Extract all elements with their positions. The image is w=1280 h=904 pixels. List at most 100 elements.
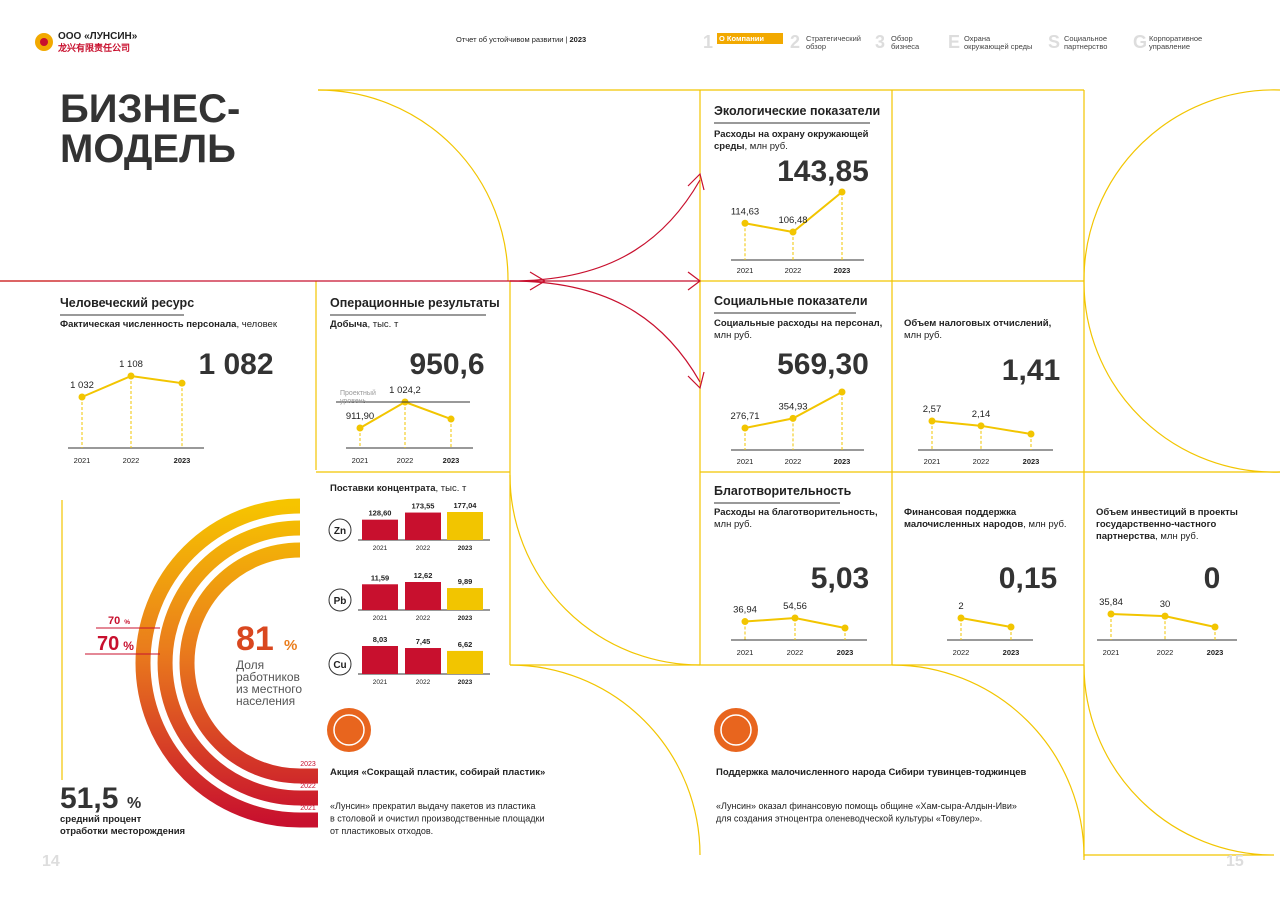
metric-name: партнерства [1096, 531, 1156, 542]
metric-name: Добыча [330, 319, 368, 330]
data-point [178, 379, 186, 387]
year-label: 2022 [1157, 648, 1174, 657]
bar [447, 650, 483, 674]
metric-caption: партнерства, млн руб. [1096, 531, 1198, 542]
data-point [127, 372, 135, 380]
marker-value: 70% [108, 615, 130, 627]
share-value: 81 [236, 620, 274, 658]
metric-caption: Объем инвестиций в проекты [1096, 507, 1238, 518]
metric-caption: Фактическая численность персонала, челов… [60, 319, 278, 330]
report-name: Отчет об устойчивом развитии | 2023 [456, 35, 586, 44]
data-point [1107, 610, 1115, 618]
year-label: 2021 [373, 545, 388, 552]
page-number: 14 [42, 853, 60, 870]
frame [0, 89, 1280, 860]
data-point [838, 188, 846, 196]
metal-badge [328, 518, 352, 542]
year-label: 2021 [352, 456, 369, 465]
year-label: 2022 [953, 648, 970, 657]
flow-arrows [0, 172, 705, 390]
nav-index: E [948, 32, 960, 52]
data-point [791, 614, 799, 622]
nav-label: обзор [806, 42, 826, 51]
bar [362, 519, 398, 540]
year-label: 2023 [1207, 648, 1224, 657]
metric-name: Расходы на охрану окружающей [714, 129, 869, 140]
section-title: Социальные показатели [714, 294, 868, 308]
logo-mark [40, 38, 48, 46]
story-text: «Лунсин» оказал финансовую помощь общине… [716, 801, 1017, 811]
year-label: 2021 [737, 266, 754, 275]
nav-index: 3 [875, 32, 885, 52]
metric-name: Социальные расходы на персонал, [714, 318, 882, 329]
bar [447, 588, 483, 610]
value-label: 177,04 [454, 501, 478, 510]
year-label: 2023 [1023, 457, 1040, 466]
year-label: 2022 [785, 457, 802, 466]
page-title: МОДЕЛЬ [60, 127, 236, 171]
metric-caption: среды, млн руб. [714, 141, 788, 152]
report-year: 2023 [570, 35, 587, 44]
headline-value: 1,41 [1002, 354, 1060, 387]
metric-name: Расходы на благотворительность, [714, 507, 878, 518]
ring [157, 520, 318, 806]
year-label: 2021 [924, 457, 941, 466]
company-name-cn: 龙兴有限责任公司 [57, 42, 130, 53]
year-label: 2021 [737, 648, 754, 657]
metal-badge [328, 652, 352, 676]
year-label: 2022 [397, 456, 414, 465]
depletion-description: средний процент [60, 814, 142, 825]
share-description: работников [236, 670, 300, 684]
value-label: 106,48 [778, 215, 807, 226]
year-label: 2023 [1003, 648, 1020, 657]
value-label: 911,90 [346, 411, 374, 422]
year-label: 2021 [373, 679, 388, 686]
nav-label: окружающей среды [964, 42, 1032, 51]
bar [362, 584, 398, 610]
nav-index: 2 [790, 32, 800, 52]
nav-active [717, 33, 783, 44]
metric-unit: млн руб. [904, 330, 942, 341]
metric-caption: Расходы на охрану окружающей [714, 129, 869, 140]
data-point [447, 415, 455, 423]
year-label: 2021 [74, 456, 91, 465]
headline-value: 0,15 [999, 562, 1057, 595]
value-label: 30 [1160, 599, 1171, 610]
nav-label: Охрана [964, 34, 991, 43]
report-title: Отчет об устойчивом развитии [456, 35, 563, 44]
ring-year: 2022 [300, 783, 316, 790]
year-label: 2021 [373, 615, 388, 622]
year-label: 2021 [737, 457, 754, 466]
metal-symbol: Pb [334, 596, 347, 607]
marker-unit: % [124, 619, 130, 626]
value-label: 173,55 [412, 502, 435, 511]
metric-caption: Расходы на благотворительность, [714, 507, 878, 518]
headline-value: 1 082 [198, 348, 273, 381]
data-point [78, 393, 86, 401]
value-label: 114,63 [731, 206, 759, 217]
metric-name: Финансовая поддержка [904, 507, 1017, 518]
metric-unit: , человек [236, 319, 277, 330]
value-label: 7,45 [416, 637, 431, 646]
section-title: Благотворительность [714, 484, 852, 498]
metric-caption: Объем налоговых отчислений, [904, 318, 1051, 329]
story-icon-ring [333, 714, 365, 746]
nav-label: Обзор [891, 34, 913, 43]
value-label: 354,93 [778, 401, 807, 412]
data-point [977, 422, 985, 430]
value-label: 6,62 [458, 640, 473, 649]
ring [179, 542, 318, 784]
bar [405, 582, 441, 610]
marker-number: 70 [108, 615, 120, 627]
value-label: 2,14 [972, 409, 991, 420]
story-text: для создания этноцентра оленеводческой к… [716, 814, 982, 824]
bar [362, 646, 398, 674]
metric-unit: , млн руб. [1155, 531, 1198, 542]
year-label: 2023 [458, 545, 473, 552]
data-point [1007, 623, 1015, 631]
nav-label: управление [1149, 42, 1190, 51]
ring [135, 498, 318, 828]
trend-line [960, 617, 1012, 628]
